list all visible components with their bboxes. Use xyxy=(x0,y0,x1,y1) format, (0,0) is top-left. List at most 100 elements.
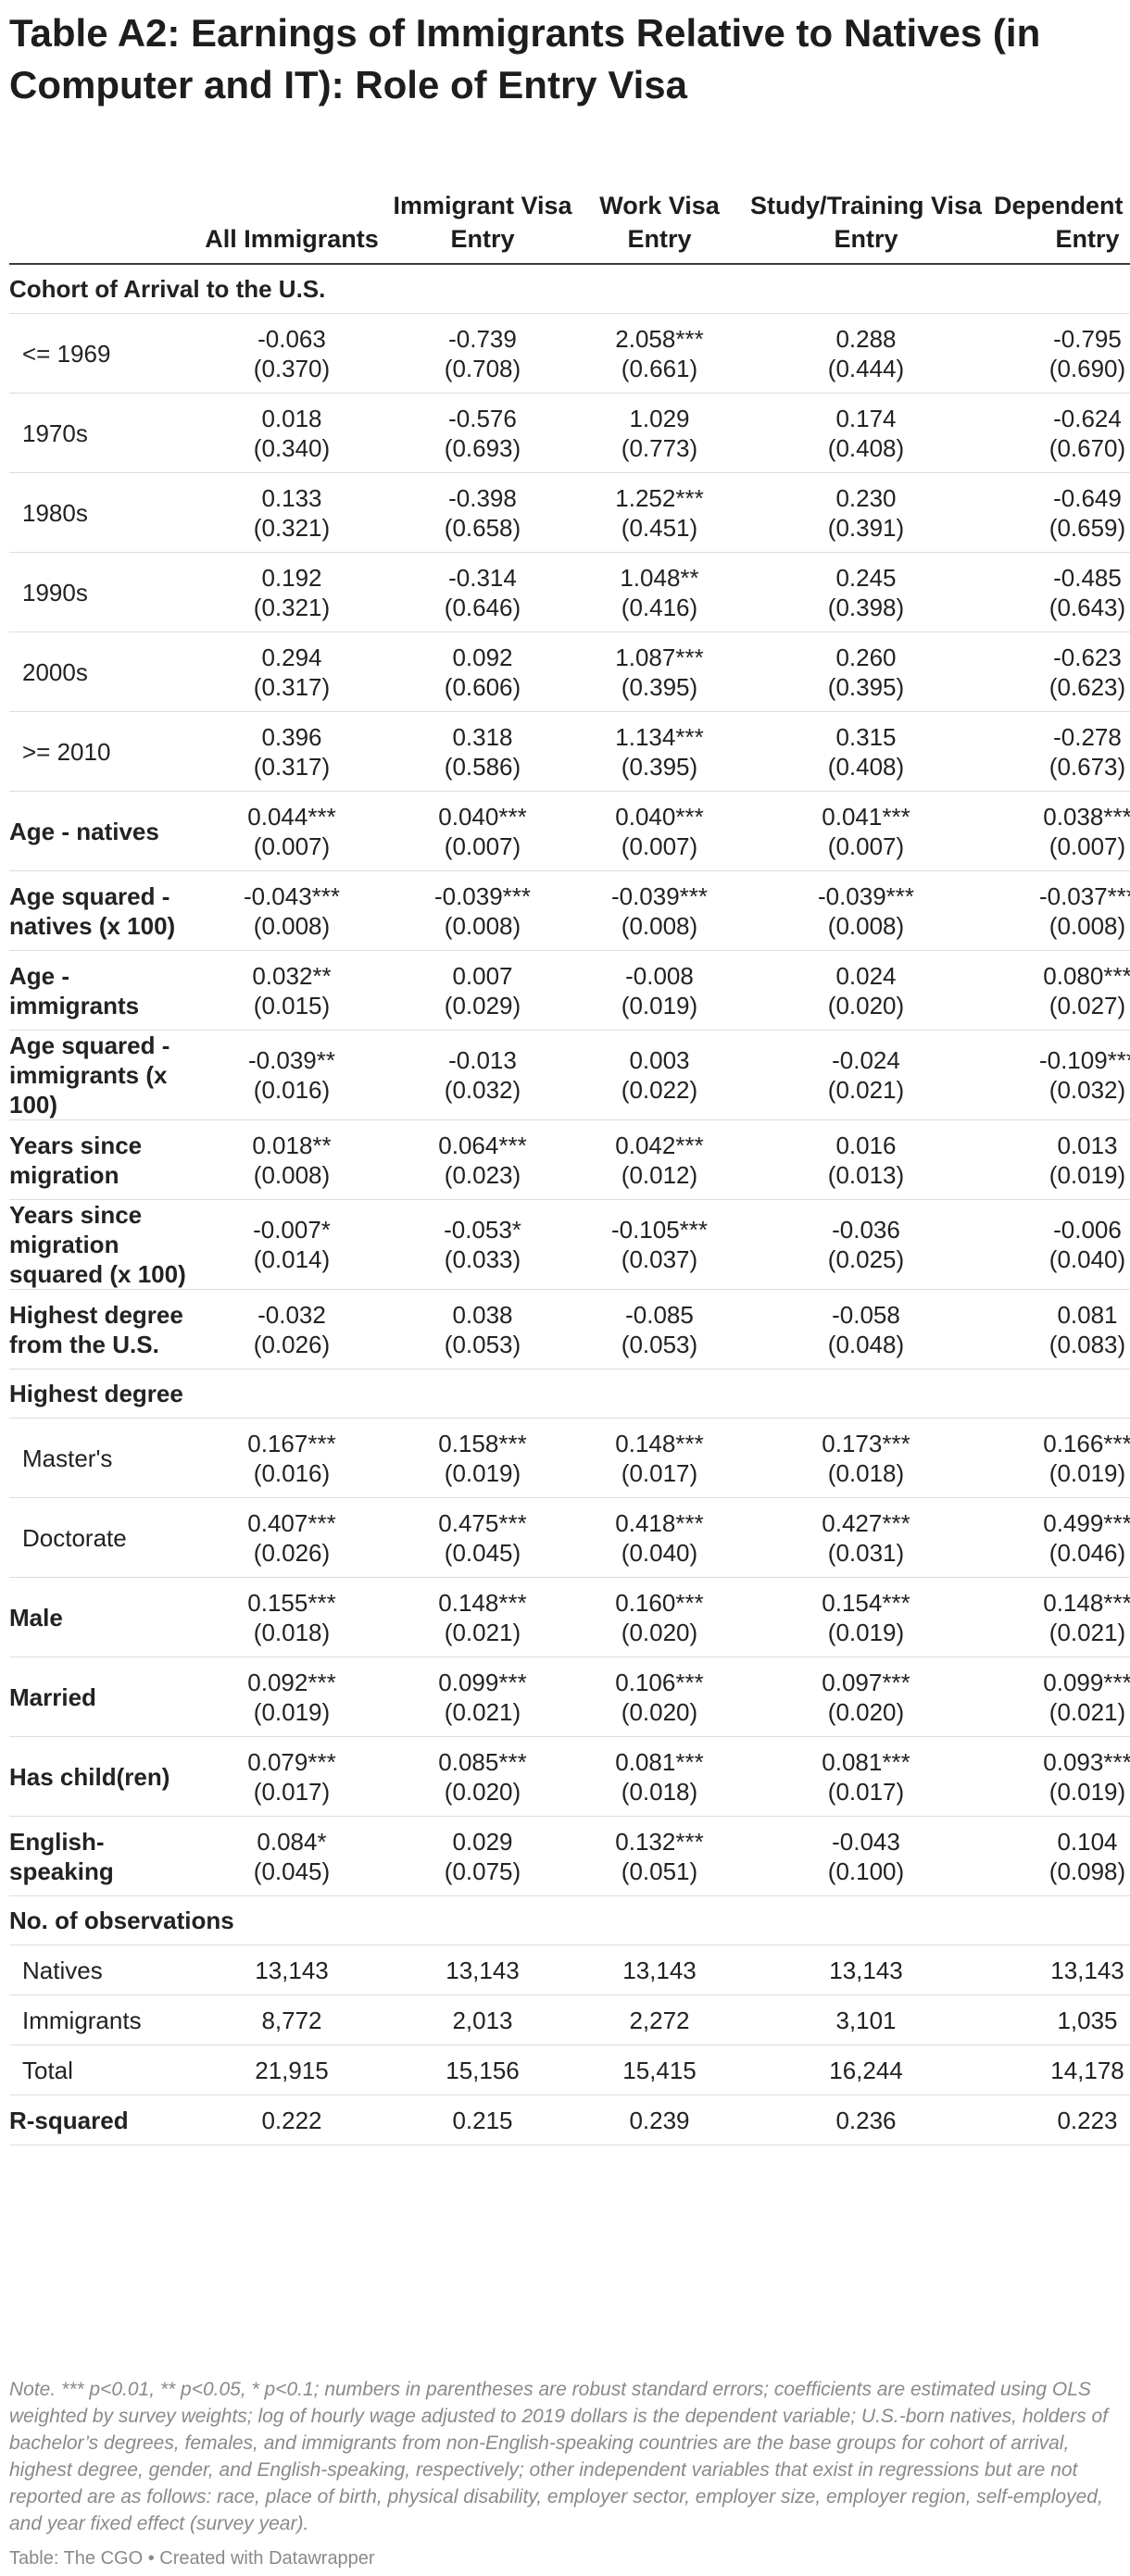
cell-value: 13,143 xyxy=(622,1956,697,1984)
table-cell: -0.024 (0.021) xyxy=(743,1030,989,1120)
table-cell: 15,415 xyxy=(576,2045,743,2095)
cell-value: 0.148*** xyxy=(438,1588,527,1617)
row-label: Age - immigrants xyxy=(9,950,195,1031)
cell-value: 0.160*** xyxy=(615,1588,704,1617)
cell-value: 0.099*** xyxy=(438,1668,527,1696)
cell-standard-error: (0.031) xyxy=(827,1538,905,1567)
table-cell: 0.407*** (0.026) xyxy=(195,1497,389,1578)
table-cell: 0.007 (0.029) xyxy=(389,950,576,1031)
cell-value: 1.048** xyxy=(620,563,699,592)
table-cell: 0.245 (0.398) xyxy=(743,552,989,632)
cell-value: 0.236 xyxy=(835,2106,897,2134)
cell-value: -0.007* xyxy=(253,1216,331,1244)
row-label: 1970s xyxy=(9,393,195,473)
row-label: Immigrants xyxy=(9,1995,195,2045)
cell-standard-error: (0.658) xyxy=(444,513,521,542)
table-row: Doctorate 0.407*** (0.026) 0.475*** (0.045) 0… xyxy=(9,1497,1130,1578)
cell-value: -0.485 xyxy=(1053,563,1122,592)
row-label: English-speaking xyxy=(9,1816,195,1896)
table-cell: -0.109*** (0.032) xyxy=(989,1030,1130,1120)
table-row: 2000s 0.294 (0.317) 0.092 (0.606) 1.087*** (0.… xyxy=(9,631,1130,712)
table-cell: 1.134*** (0.395) xyxy=(576,711,743,792)
cell-standard-error: (0.014) xyxy=(253,1245,331,1273)
cell-standard-error: (0.013) xyxy=(827,1160,905,1189)
row-label: Age squared - immigrants (x 100) xyxy=(9,1030,195,1120)
cell-standard-error: (0.773) xyxy=(621,433,698,462)
cell-value: 0.475*** xyxy=(438,1508,527,1537)
cell-standard-error: (0.444) xyxy=(827,354,905,382)
row-label: Years since migration squared (x 100) xyxy=(9,1199,195,1290)
regression-table: All Immigrants Immigrant Visa Entry Work… xyxy=(9,139,1130,2145)
row-label: Male xyxy=(9,1577,195,1657)
table-row: 1990s 0.192 (0.321) -0.314 (0.646) 1.048** (0.… xyxy=(9,552,1130,632)
cell-standard-error: (0.606) xyxy=(444,672,521,701)
table-cell: 13,143 xyxy=(743,1945,989,1995)
cell-standard-error: (0.037) xyxy=(621,1245,698,1273)
table-cell: 0.499*** (0.046) xyxy=(989,1497,1130,1578)
table-cell: 1.087*** (0.395) xyxy=(576,631,743,712)
table-cell: 1,035 xyxy=(989,1995,1130,2045)
cell-value: 0.427*** xyxy=(822,1508,910,1537)
cell-standard-error: (0.033) xyxy=(444,1245,521,1273)
cell-value: 13,143 xyxy=(1050,1956,1124,1984)
table-cell: -0.105*** (0.037) xyxy=(576,1199,743,1290)
table-cell: 0.038 (0.053) xyxy=(389,1289,576,1369)
table-cell: 21,915 xyxy=(195,2045,389,2095)
cell-standard-error: (0.416) xyxy=(621,593,698,621)
cell-standard-error: (0.017) xyxy=(621,1458,698,1487)
cell-value: 0.080*** xyxy=(1043,961,1130,990)
table-cell: 0.104 (0.098) xyxy=(989,1816,1130,1896)
table-cell: 0.040*** (0.007) xyxy=(389,791,576,871)
cell-standard-error: (0.032) xyxy=(444,1076,521,1104)
table-row: Years since migration 0.018** (0.008) 0.064… xyxy=(9,1119,1130,1200)
cell-standard-error: (0.025) xyxy=(827,1245,905,1273)
row-label: 1980s xyxy=(9,472,195,553)
cell-value: 8,772 xyxy=(261,2006,322,2034)
cell-value: 0.093*** xyxy=(1043,1747,1130,1776)
table-cell: 0.079*** (0.017) xyxy=(195,1736,389,1817)
cell-value: 0.092*** xyxy=(247,1668,336,1696)
column-header: All Immigrants xyxy=(195,139,389,265)
table-cell: -0.278 (0.673) xyxy=(989,711,1130,792)
cell-value: 14,178 xyxy=(1050,2056,1124,2084)
cell-standard-error: (0.019) xyxy=(1048,1160,1126,1189)
cell-standard-error: (0.623) xyxy=(1048,672,1126,701)
cell-value: 0.148*** xyxy=(1043,1588,1130,1617)
cell-value: -0.058 xyxy=(832,1300,900,1329)
column-header: Dependent Visa Entry xyxy=(989,139,1130,265)
table-cell: 0.032** (0.015) xyxy=(195,950,389,1031)
table-cell: -0.398 (0.658) xyxy=(389,472,576,553)
table-cell: -0.063 (0.370) xyxy=(195,313,389,394)
cell-standard-error: (0.022) xyxy=(621,1076,698,1104)
cell-standard-error: (0.012) xyxy=(621,1160,698,1189)
cell-value: 0.003 xyxy=(629,1046,690,1074)
cell-standard-error: (0.021) xyxy=(444,1618,521,1646)
table-cell: 0.038*** (0.007) xyxy=(989,791,1130,871)
table-cell: 0.018** (0.008) xyxy=(195,1119,389,1200)
table-cell: 0.042*** (0.012) xyxy=(576,1119,743,1200)
cell-standard-error: (0.019) xyxy=(827,1618,905,1646)
cell-standard-error: (0.051) xyxy=(621,1857,698,1885)
table-cell: 0.097*** (0.020) xyxy=(743,1657,989,1737)
table-note: Note. *** p<0.01, ** p<0.05, * p<0.1; nu… xyxy=(9,2379,1109,2534)
cell-standard-error: (0.100) xyxy=(827,1857,905,1885)
table-cell: 0.092*** (0.019) xyxy=(195,1657,389,1737)
cell-standard-error: (0.075) xyxy=(444,1857,521,1885)
table-cell: 8,772 xyxy=(195,1995,389,2045)
cell-standard-error: (0.659) xyxy=(1048,513,1126,542)
table-cell: 0.093*** (0.019) xyxy=(989,1736,1130,1817)
table-row: Immigrants 8,772 2,013 2,272 3,101 1,035 xyxy=(9,1995,1130,2045)
cell-standard-error: (0.643) xyxy=(1048,593,1126,621)
table-cell: 0.018 (0.340) xyxy=(195,393,389,473)
table-row: 1980s 0.133 (0.321) -0.398 (0.658) 1.252*** (0… xyxy=(9,472,1130,553)
table-cell: 2.058*** (0.661) xyxy=(576,313,743,394)
cell-value: 1,035 xyxy=(1057,2006,1118,2034)
table-cell: 0.013 (0.019) xyxy=(989,1119,1130,1200)
group-label: Highest degree xyxy=(9,1369,1130,1419)
table-cell: -0.053* (0.033) xyxy=(389,1199,576,1290)
table-cell: 0.040*** (0.007) xyxy=(576,791,743,871)
table-cell: 2,013 xyxy=(389,1995,576,2045)
table-cell: -0.043*** (0.008) xyxy=(195,870,389,951)
table-cell: -0.314 (0.646) xyxy=(389,552,576,632)
cell-value: -0.576 xyxy=(448,404,517,432)
